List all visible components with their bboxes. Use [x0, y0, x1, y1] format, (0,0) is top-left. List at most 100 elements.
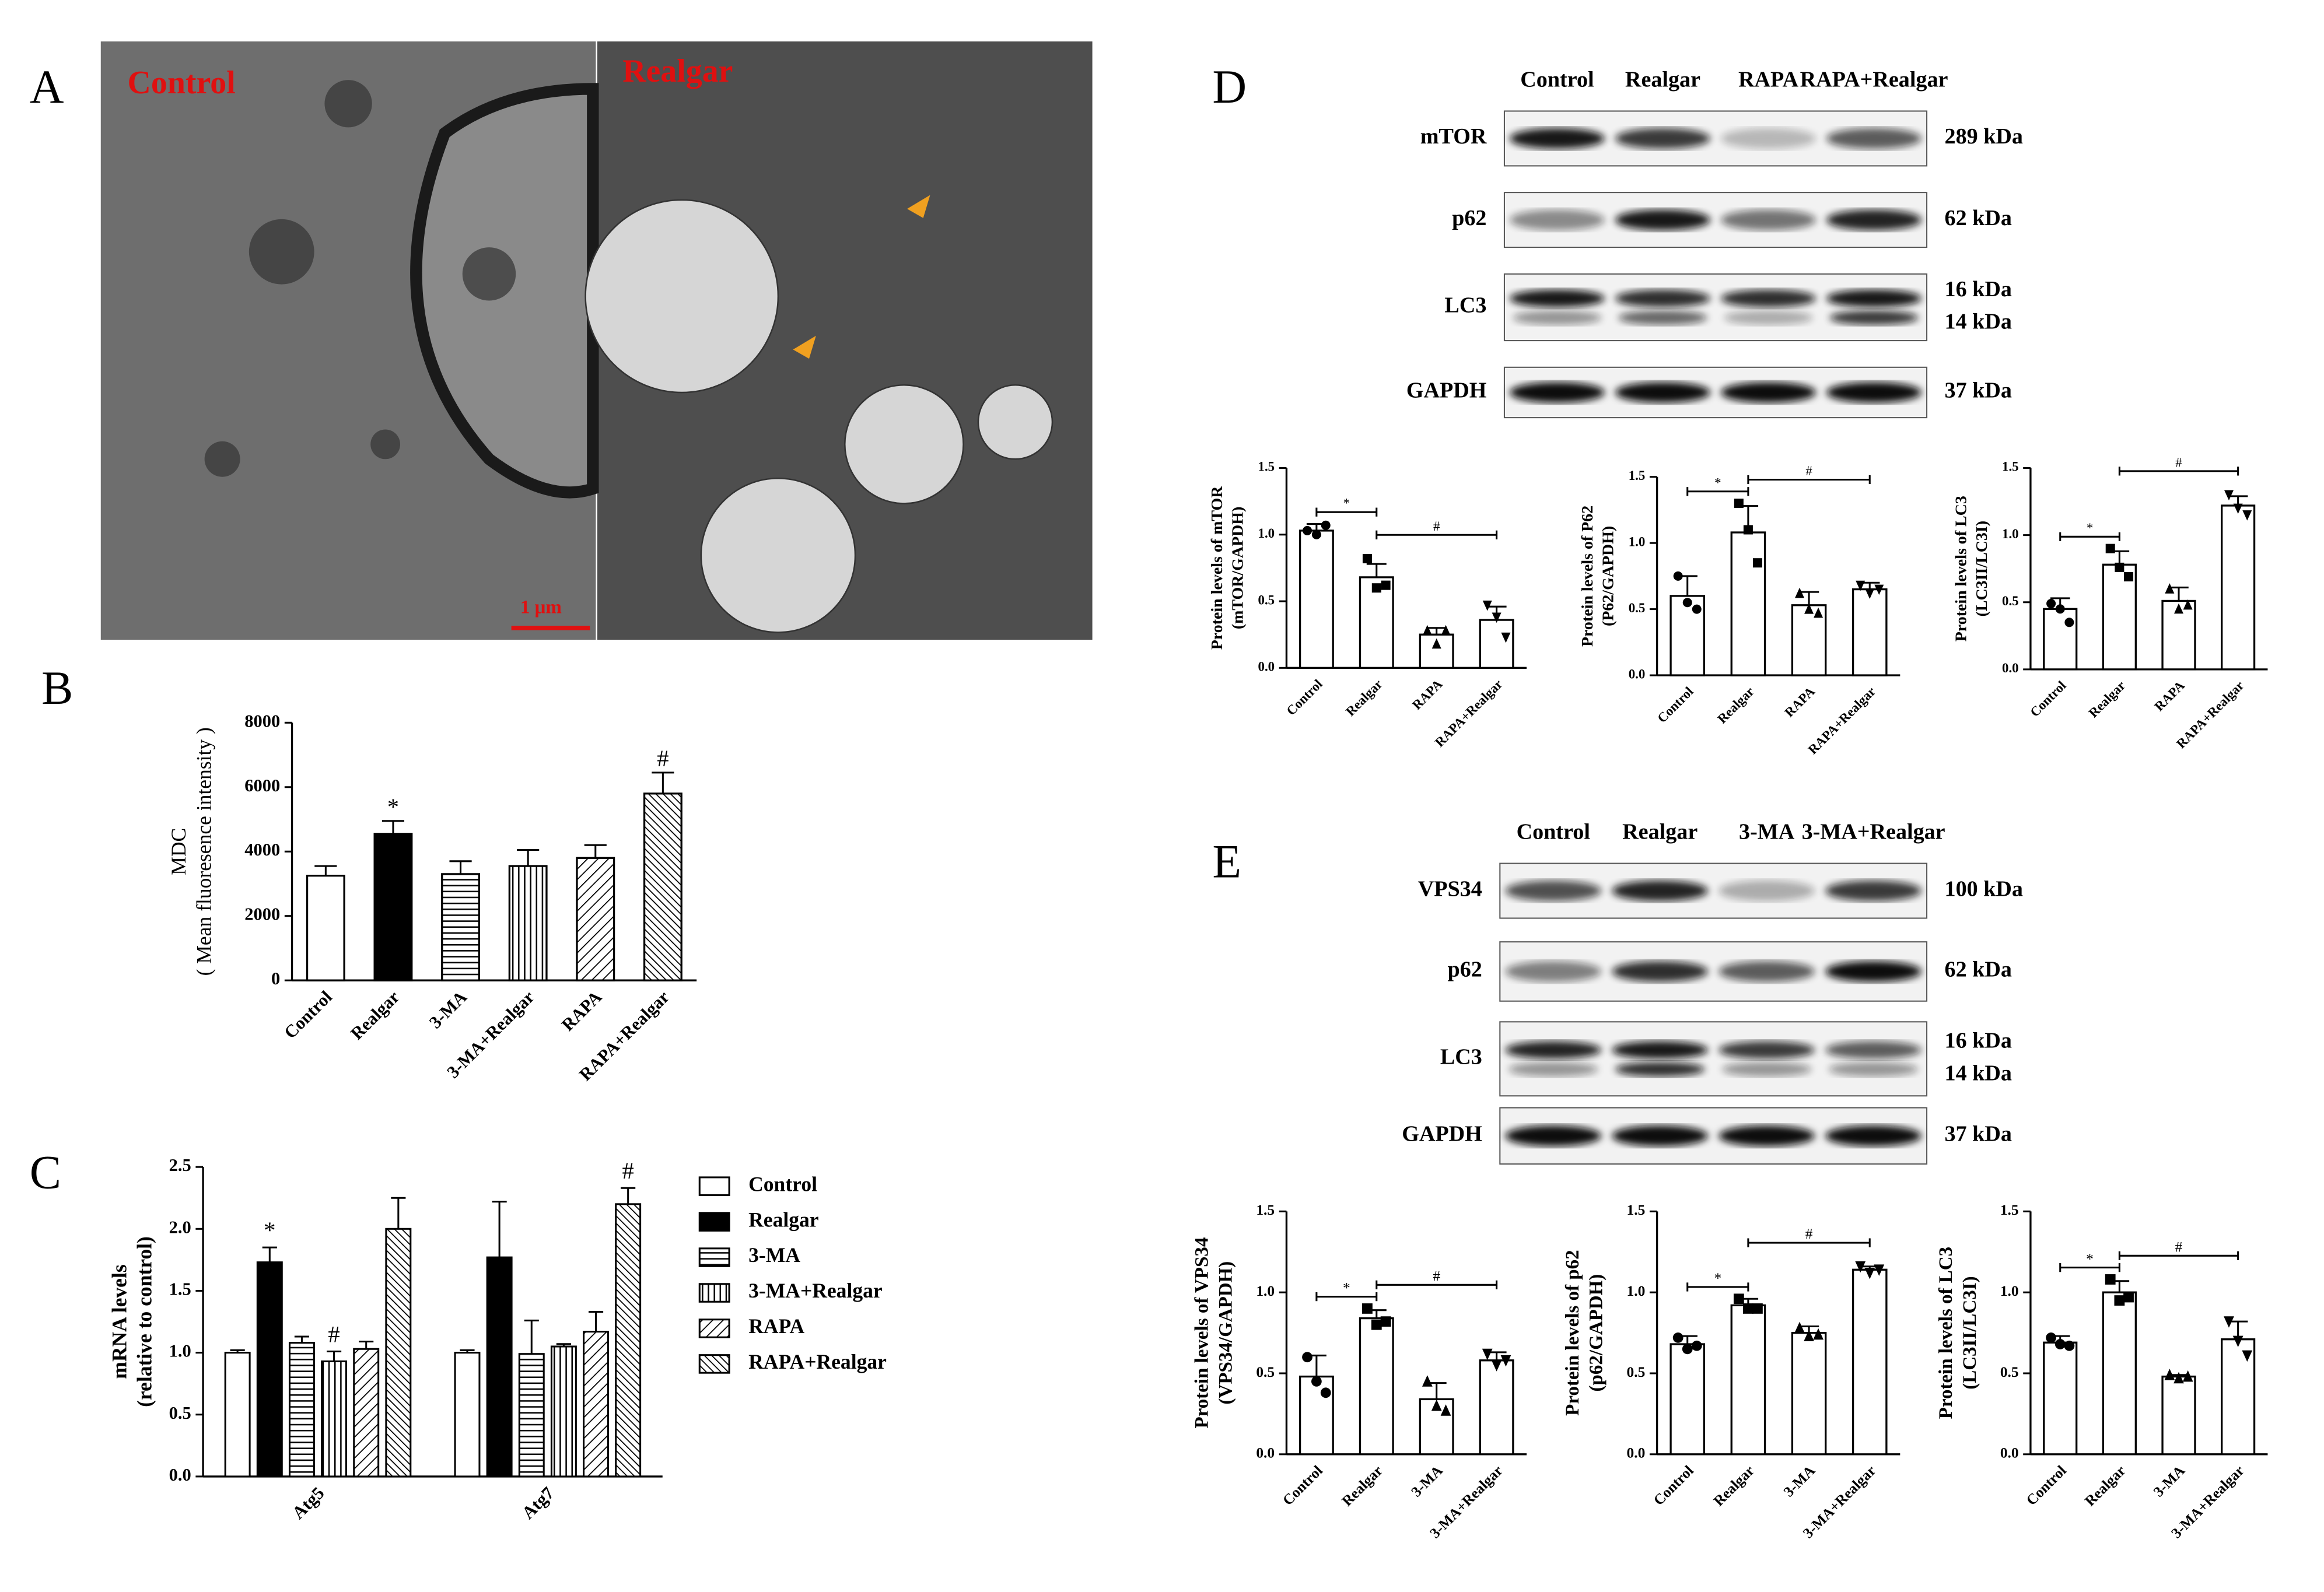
significance-mark: *: [387, 794, 399, 820]
legend-label: 3-MA+Realgar: [748, 1279, 883, 1302]
data-point: [2064, 1340, 2075, 1351]
blot-band: [1612, 1041, 1709, 1059]
legend-swatch: [698, 1283, 730, 1303]
significance-mark: #: [2175, 1239, 2183, 1255]
blot-band: [1721, 289, 1816, 307]
blot-band: [1721, 382, 1816, 403]
y-tick-label: 1.0: [1256, 1283, 1275, 1299]
bar: [224, 1352, 251, 1478]
blot-row-label: GAPDH: [1406, 378, 1487, 403]
x-tick-label: Control: [1283, 676, 1325, 718]
lane-label: Control: [1520, 67, 1594, 92]
bar: [306, 875, 345, 981]
data-point: [1794, 1321, 1805, 1334]
data-point: [1362, 1303, 1373, 1314]
data-point: [1752, 558, 1762, 568]
data-point: [1371, 583, 1381, 593]
panel-label: A: [30, 61, 64, 113]
blot-band: [1721, 128, 1816, 149]
bar: [1852, 1268, 1888, 1456]
data-point: [1865, 588, 1875, 599]
legend-label: Realgar: [748, 1208, 819, 1231]
significance-mark: *: [1714, 1270, 1721, 1286]
y-tick-label: 0.0: [1256, 1445, 1275, 1461]
bar: [288, 1342, 315, 1478]
y-tick-label: 0.0: [2000, 1445, 2019, 1461]
y-axis-label: (p62/GAPDH): [1586, 1274, 1607, 1392]
legend-swatch: [698, 1354, 730, 1374]
data-point: [2183, 599, 2193, 610]
data-point: [2054, 1339, 2066, 1349]
bar: [256, 1261, 283, 1478]
bar: [550, 1345, 577, 1478]
data-point: [2224, 490, 2234, 501]
data-point: [2123, 1292, 2134, 1303]
arrow: [907, 195, 930, 218]
data-point: [1371, 1319, 1382, 1330]
data-point: [1691, 1340, 1702, 1351]
y-tick-label: 0.0: [2002, 661, 2019, 675]
arrow: [793, 335, 816, 359]
bar: [385, 1228, 412, 1478]
x-tick-label: Realgar: [1710, 1463, 1758, 1510]
panel-label: B: [41, 662, 73, 714]
x-tick-label: 3-MA: [1408, 1462, 1446, 1500]
blot-band: [1505, 1041, 1602, 1059]
y-tick-label: 0.0: [1629, 667, 1646, 681]
data-point: [1380, 1316, 1391, 1327]
y-tick-label: 1.0: [1258, 526, 1275, 541]
data-point: [1743, 1303, 1754, 1314]
data-point: [1692, 604, 1702, 614]
x-tick-label: Control: [280, 987, 335, 1042]
data-point: [1500, 1355, 1511, 1367]
data-point: [1734, 499, 1744, 509]
significance-mark: *: [264, 1217, 275, 1243]
lipid-droplet: [844, 384, 964, 504]
y-tick-label: 2000: [244, 904, 280, 924]
blot-row-label: p62: [1448, 958, 1482, 982]
y-tick-label: 6000: [244, 776, 280, 795]
data-point: [1491, 1360, 1502, 1372]
significance-mark: *: [1343, 496, 1350, 511]
x-tick-label: Control: [1654, 684, 1696, 725]
data-point: [1432, 638, 1441, 649]
lipid-droplet: [584, 199, 779, 394]
data-point: [2114, 1295, 2125, 1306]
data-point: [1733, 1293, 1744, 1305]
x-tick-label: RAPA: [2151, 678, 2188, 714]
data-point: [1482, 600, 1492, 611]
blot-band: [1612, 1125, 1709, 1146]
blot-band: [1718, 961, 1815, 982]
y-tick-label: 0.0: [1258, 660, 1275, 674]
legend-swatch: [698, 1176, 730, 1196]
blot-band: [1505, 880, 1602, 902]
kda-label: 37 kDa: [1945, 378, 2012, 403]
data-point: [2174, 1372, 2184, 1384]
y-axis-label: Protein levels of mTOR: [1208, 486, 1226, 650]
x-tick-label: Atg5: [288, 1483, 328, 1523]
y-tick-label: 1.5: [2002, 460, 2019, 474]
data-point: [1856, 580, 1866, 591]
data-point: [1311, 1376, 1322, 1387]
blot-band: [1825, 961, 1922, 982]
lipid-droplet: [700, 478, 856, 633]
blot-band: [1721, 1061, 1812, 1077]
y-tick-label: 1.5: [1629, 468, 1646, 483]
x-tick-label: Control: [2023, 1463, 2069, 1509]
data-point: [2105, 543, 2115, 553]
kda-label: 14 kDa: [1945, 310, 2012, 334]
bar: [321, 1360, 348, 1478]
data-point: [1320, 1387, 1331, 1398]
y-axis-label: (P62/GAPDH): [1600, 526, 1618, 626]
y-tick-label: 2.0: [169, 1217, 191, 1237]
organelle: [249, 219, 314, 285]
data-point: [2233, 503, 2243, 514]
y-tick-label: 0.5: [1629, 601, 1646, 615]
data-point: [2046, 599, 2056, 609]
data-point: [2055, 604, 2065, 614]
y-axis-label: mRNA levels: [107, 1264, 131, 1379]
data-point: [2242, 1350, 2253, 1362]
blot-band: [1828, 1061, 1919, 1077]
blot-band: [1615, 382, 1710, 403]
data-point: [1673, 571, 1683, 581]
